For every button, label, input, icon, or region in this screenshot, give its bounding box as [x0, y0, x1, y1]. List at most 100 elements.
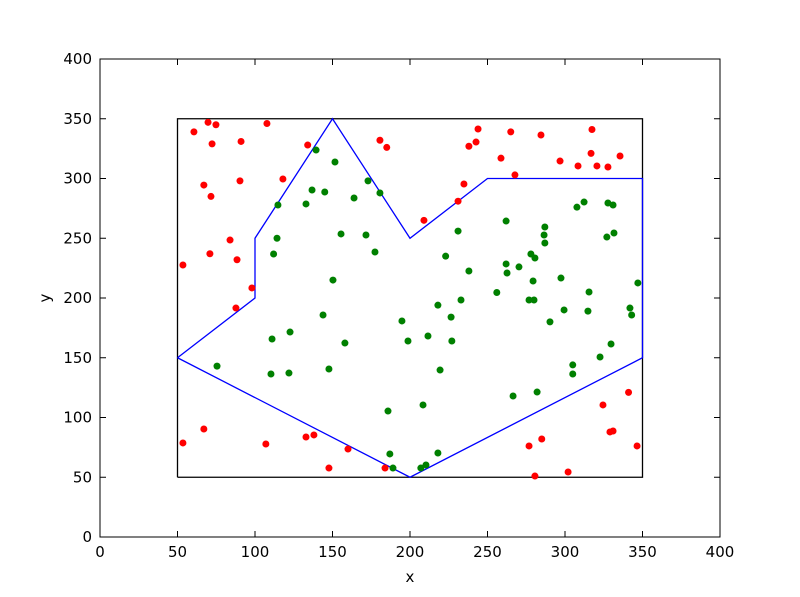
y-tick-label: 150 [63, 349, 92, 367]
point [533, 388, 541, 396]
point [525, 442, 533, 450]
point [472, 138, 480, 146]
outline [177, 117, 644, 478]
point [179, 261, 187, 269]
plot-frame [99, 58, 721, 538]
point [607, 340, 615, 348]
point [493, 289, 501, 297]
point [434, 449, 442, 457]
point [584, 307, 592, 315]
point [321, 188, 329, 196]
point [337, 230, 345, 238]
point [376, 189, 384, 197]
y-tick-label: 400 [63, 50, 92, 68]
point [628, 311, 636, 319]
point [350, 194, 358, 202]
point [599, 401, 607, 409]
point [447, 313, 455, 321]
point [302, 200, 310, 208]
point [325, 365, 333, 373]
point [626, 304, 634, 312]
point [609, 427, 617, 435]
point [525, 296, 533, 304]
point [436, 366, 444, 374]
point [442, 252, 450, 260]
point [530, 296, 538, 304]
point [573, 203, 581, 211]
point [503, 269, 511, 277]
point [262, 440, 270, 448]
point [457, 296, 465, 304]
outline [176, 118, 644, 478]
point [609, 201, 617, 209]
point [434, 301, 442, 309]
y-axis-label: y [36, 293, 54, 302]
y-tick-label: 100 [63, 409, 92, 427]
point [509, 392, 517, 400]
point [190, 128, 198, 136]
point [569, 361, 577, 369]
point [569, 370, 577, 378]
x-tick-label: 350 [628, 543, 657, 561]
point [474, 125, 482, 133]
point [268, 335, 276, 343]
y-tick-label: 250 [63, 229, 92, 247]
point [507, 128, 515, 136]
point [585, 288, 593, 296]
point [531, 254, 539, 262]
point [376, 136, 384, 144]
point [279, 175, 287, 183]
point [420, 216, 428, 224]
point [237, 137, 245, 145]
point [560, 306, 568, 314]
point [465, 267, 473, 275]
point [398, 317, 406, 325]
y-tick-label: 0 [82, 528, 92, 546]
point [312, 146, 320, 154]
point [531, 472, 539, 480]
point [384, 407, 392, 415]
point [417, 464, 425, 472]
point [419, 401, 427, 409]
point [564, 468, 572, 476]
point [593, 162, 601, 170]
y-tick-label: 350 [63, 110, 92, 128]
point [204, 118, 212, 126]
point [383, 143, 391, 151]
point [422, 461, 430, 469]
point [574, 162, 582, 170]
y-tick-label: 300 [63, 170, 92, 188]
point [200, 181, 208, 189]
point [362, 231, 370, 239]
point [497, 154, 505, 162]
point [625, 388, 633, 396]
point [529, 277, 537, 285]
point [580, 198, 588, 206]
point [557, 274, 565, 282]
x-tick-label: 150 [318, 543, 347, 561]
point [556, 157, 564, 165]
point [285, 369, 293, 377]
point [465, 142, 473, 150]
point [389, 464, 397, 472]
point [371, 248, 379, 256]
point [308, 186, 316, 194]
x-tick-label: 250 [473, 543, 502, 561]
point [263, 120, 271, 128]
point [538, 435, 546, 443]
point [541, 223, 549, 231]
point [404, 337, 412, 345]
point [454, 197, 462, 205]
point [634, 279, 642, 287]
point [546, 318, 554, 326]
point [616, 152, 624, 160]
point [233, 256, 241, 264]
point [511, 171, 519, 179]
point [236, 177, 244, 185]
point [596, 353, 604, 361]
x-tick-label: 0 [95, 543, 105, 561]
point [502, 260, 510, 268]
point [515, 263, 523, 271]
x-axis-label: x [406, 568, 415, 586]
point [319, 311, 327, 319]
